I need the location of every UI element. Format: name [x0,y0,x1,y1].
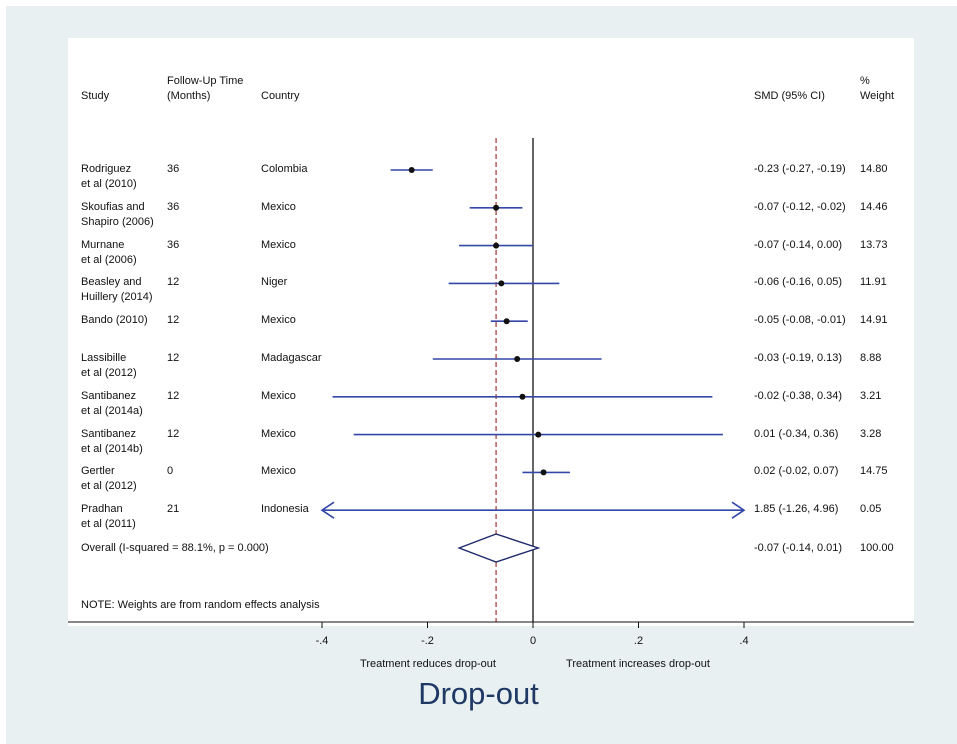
smd-ci: -0.06 (-0.16, 0.05) [754,276,843,289]
country: Mexico [261,465,296,478]
point-estimate [498,280,505,287]
smd-ci: -0.23 (-0.27, -0.19) [754,163,846,175]
x-tick-label: .4 [739,635,748,647]
study-name: Beasley and Huillery (2014) [81,276,153,304]
header-weight: % Weight [860,75,895,102]
smd-ci: -0.02 (-0.38, 0.34) [754,389,843,402]
point-estimate [493,242,500,249]
followup-months: 21 [167,503,180,516]
point-estimate [535,431,542,438]
country: Mexico [261,427,296,440]
weight: 3.21 [860,389,882,402]
weight: 14.91 [860,314,888,327]
smd-ci: -0.03 (-0.19, 0.13) [754,352,843,364]
country: Mexico [261,389,296,402]
header-country: Country [261,90,300,102]
ci-arrow-right [731,501,746,519]
study-name: Murnane et al (2006) [81,238,137,266]
followup-months: 12 [167,427,180,440]
overall-diamond [457,533,541,563]
followup-months: 12 [167,352,180,364]
plot-panel [68,38,914,626]
study-name: Bando (2010) [81,314,148,327]
country: Indonesia [261,503,309,516]
country: Colombia [261,163,308,175]
point-estimate [540,469,547,476]
weight: 11.91 [860,276,887,289]
weight: 13.73 [860,238,888,251]
study-name: Skoufias and Shapiro (2006) [81,200,154,228]
smd-ci: 0.01 (-0.34, 0.36) [754,427,839,440]
followup-months: 12 [167,389,180,402]
followup-months: 0 [167,465,174,478]
followup-months: 12 [167,314,180,327]
header-followup: Follow-Up Time (Months) [167,75,244,102]
study-name: Lassibille et al (2012) [81,352,137,379]
point-estimate [408,167,415,173]
weight: 3.28 [860,427,882,440]
country: Mexico [261,200,296,213]
overall-weight: 100.00 [860,542,894,554]
right-annotation: Treatment increases drop-out [566,658,710,670]
country: Mexico [261,238,296,251]
point-estimate [493,204,500,211]
x-tick-label: .2 [634,635,643,647]
point-estimate [503,318,510,325]
weight: 8.88 [860,352,882,364]
country: Madagascar [261,352,322,364]
followup-months: 36 [167,200,180,213]
left-annotation: Treatment reduces drop-out [360,658,496,670]
weight: 14.75 [860,465,888,478]
smd-ci: 0.02 (-0.02, 0.07) [754,465,839,478]
country: Niger [261,276,288,289]
weight: 0.05 [860,503,882,516]
weight: 14.46 [860,200,888,213]
study-name: Gertler et al (2012) [81,465,137,493]
followup-months: 36 [167,163,180,175]
study-name: Pradhan et al (2011) [81,503,136,531]
header-study: Study [81,90,110,102]
weights-note: NOTE: Weights are from random effects an… [81,599,320,611]
point-estimate [519,393,526,400]
weight: 14.80 [860,163,888,175]
smd-ci: -0.07 (-0.14, 0.00) [754,238,843,251]
study-name: Santibanez et al (2014b) [81,427,143,455]
x-tick-label: -.4 [316,635,329,647]
followup-months: 12 [167,276,180,289]
ci-arrow-left [320,501,335,519]
point-estimate [514,356,521,362]
smd-ci: 1.85 (-1.26, 4.96) [754,503,839,516]
smd-ci: -0.05 (-0.08, -0.01) [754,314,846,327]
study-name: Santibanez et al (2014a) [81,389,143,417]
chart-title: Drop-out [418,676,539,711]
header-smd: SMD (95% CI) [754,90,825,102]
x-tick-label: 0 [530,635,536,647]
study-name: Rodriguez et al (2010) [81,163,137,190]
country: Mexico [261,314,296,327]
overall-smd: -0.07 (-0.14, 0.01) [754,542,843,554]
followup-months: 36 [167,238,180,251]
smd-ci: -0.07 (-0.12, -0.02) [754,200,846,213]
overall-label: Overall (I-squared = 88.1%, p = 0.000) [81,542,269,554]
x-tick-label: -.2 [421,635,434,647]
